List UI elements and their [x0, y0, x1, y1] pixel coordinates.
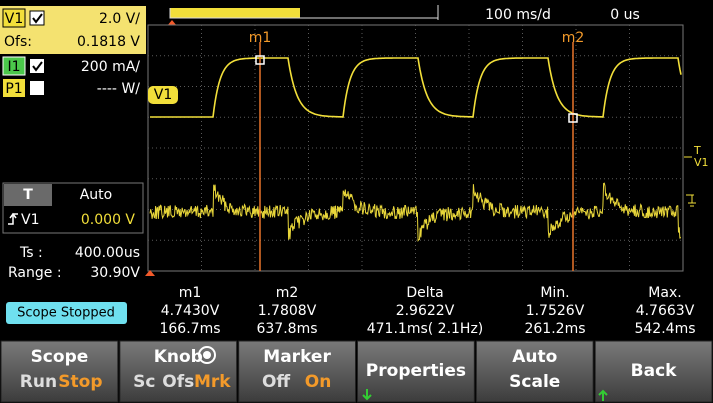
trigger-level-label: T [693, 144, 701, 157]
trigger-edge-icon [8, 212, 18, 225]
marker-label: m1 [249, 30, 272, 46]
marker-label: m2 [562, 30, 585, 46]
softkey[interactable] [0, 340, 119, 403]
softkey-option: Sc [133, 372, 155, 392]
measurement-header: m1 [179, 285, 202, 301]
softkey-title: Scope [31, 347, 89, 367]
trigger-mode: Auto [80, 187, 113, 203]
softkey-title: Marker [263, 347, 331, 367]
knob-icon [198, 346, 216, 364]
measurement-header: m2 [276, 285, 299, 301]
ground-indicator [684, 156, 696, 207]
measurement-cell: 542.4ms [634, 321, 695, 337]
softkey-bar: Scope Run Stop Knob Sc Ofs Mrk Marker Off On Prope… [0, 340, 713, 403]
checkmark [32, 13, 43, 24]
softkey-option: Run [20, 372, 57, 392]
softkey[interactable] [357, 340, 475, 403]
trigger-level: 0.000 V [81, 212, 136, 228]
measurement-cell: 2.9622V [396, 303, 455, 319]
v1-scale: 2.0 V/ [99, 11, 140, 27]
ts-label: Ts : [19, 245, 43, 261]
measurement-cell: 1.7526V [526, 303, 585, 319]
i1-trace [149, 182, 682, 243]
softkey-title: Properties [366, 361, 466, 381]
status-badge [6, 302, 127, 324]
channel-level-label: V1 [694, 156, 709, 169]
measurement-header: Delta [406, 285, 443, 301]
measurement-table: m1 m2 Delta Min. Max. 4.7430V 1.7808V 2.9622V 1.… [159, 285, 695, 337]
marker-point [568, 113, 578, 123]
softkey-title: Scale [509, 372, 560, 392]
softkey-title: Knob [154, 347, 203, 367]
i1-scale: 200 mA/ [81, 59, 140, 75]
softkey-option: Stop [58, 372, 102, 392]
p1-badge[interactable] [3, 79, 25, 97]
down-arrow [362, 389, 372, 401]
v1-trace [150, 57, 682, 118]
measurement-cell: 471.1ms( 2.1Hz) [367, 321, 484, 337]
measurement-header: Max. [648, 285, 681, 301]
softkey[interactable] [238, 340, 357, 403]
range-label: Range : [8, 265, 62, 281]
trigger-source: V1 [21, 212, 39, 228]
measurement-cell: 261.2ms [524, 321, 585, 337]
i1-badge[interactable] [2, 56, 26, 76]
softkey-option: Mrk [194, 372, 231, 392]
p1-checkbox[interactable] [30, 81, 44, 95]
time-bar-outline [169, 5, 439, 20]
measurement-cell: 166.7ms [159, 321, 220, 337]
measurement-panel [148, 283, 713, 340]
plot-area: m1 m2 [147, 24, 684, 272]
knob-icon-center [203, 351, 211, 359]
p1-scale: ---- W/ [97, 81, 141, 97]
i1-label: I1 [7, 59, 20, 75]
up-arrow [598, 389, 608, 401]
measurement-cell: 637.8ms [256, 321, 317, 337]
measurement-cell: 4.7430V [161, 303, 220, 319]
v1-checkbox[interactable] [29, 10, 45, 26]
i1-checkbox[interactable] [30, 59, 44, 73]
v1-label: V1 [5, 11, 23, 27]
trigger-mode-badge [4, 184, 52, 206]
softkey-option: On [305, 372, 332, 392]
offset-label: Ofs: [4, 34, 32, 50]
measurement-cell: 4.7663V [636, 303, 695, 319]
softkey-title: Back [631, 361, 678, 381]
trace-label: V1 [154, 87, 172, 103]
softkey[interactable] [119, 340, 238, 403]
v1-badge[interactable] [2, 8, 26, 28]
softkey[interactable] [594, 340, 713, 403]
measurement-header: Min. [540, 285, 569, 301]
marker-point [255, 55, 265, 65]
p1-label: P1 [5, 81, 22, 97]
delay: 0 us [610, 7, 640, 23]
offset-value: 0.1818 V [77, 34, 140, 50]
range-value: 30.90V [90, 265, 140, 281]
scope-status: Scope Stopped [17, 306, 115, 321]
softkey-option: Ofs [162, 372, 194, 392]
trace-tag [148, 86, 178, 104]
softkey-title: Auto [512, 347, 557, 367]
ts-value: 400.00us [75, 245, 140, 261]
measurement-cell: 1.7808V [258, 303, 317, 319]
checkmark [32, 61, 43, 72]
time-window-bar [170, 8, 300, 18]
time-div: 100 ms/d [485, 7, 551, 23]
softkey[interactable] [475, 340, 594, 403]
trigger-mode-label: T [23, 187, 33, 203]
softkey-option: Off [262, 372, 290, 392]
time-zero-marker [145, 270, 155, 276]
